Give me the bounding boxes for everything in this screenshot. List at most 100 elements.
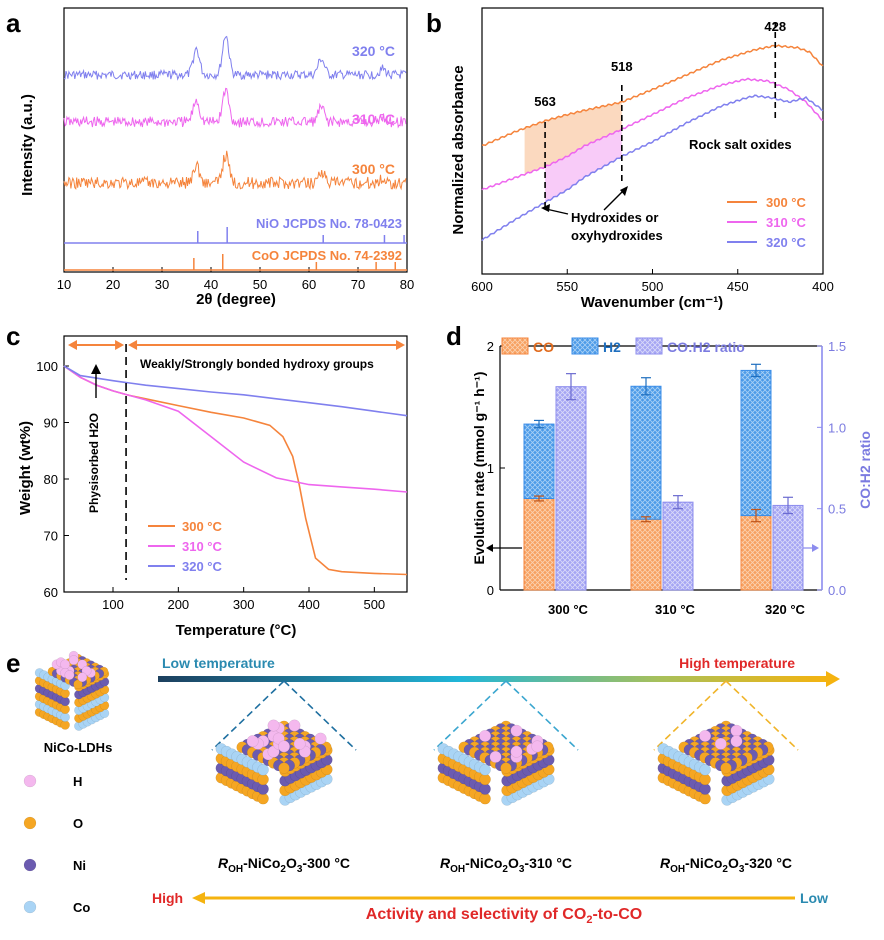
a-x-tick-label: 70 xyxy=(351,277,365,292)
d-category-label: 320 °C xyxy=(765,602,806,617)
activity-caption: Activity and selectivity of CO2-to-CO xyxy=(366,906,642,926)
a-plot-frame xyxy=(63,7,408,273)
d-legend: CO H2 CO:H2 ratio xyxy=(501,337,745,355)
b-x-axis-label: Wavenumber (cm⁻¹) xyxy=(581,294,723,311)
atom-h xyxy=(510,745,523,758)
c-y-tick-label: 80 xyxy=(44,472,58,487)
c-range-arrow-head xyxy=(115,340,125,350)
panel-letter-d: d xyxy=(446,321,462,351)
b-arrow-head xyxy=(620,186,628,196)
c-series: 300 °C 310 °C 320 °C xyxy=(63,365,408,576)
a-series-line xyxy=(63,35,407,81)
atom xyxy=(479,764,491,776)
d-y-tick-label: 2 xyxy=(487,339,494,354)
c-arrow-head xyxy=(91,364,101,374)
structure-label-3: ROH-NiCo2O3-320 °C xyxy=(660,855,792,875)
d-y-tick-label: 0 xyxy=(487,583,494,598)
a-series: 320 °C 310 °C 300 °C xyxy=(63,35,407,191)
structure-label-part: -NiCo xyxy=(465,855,502,871)
b-legend-label: 310 °C xyxy=(766,215,807,230)
c-y-axis-label: Weight (wt%) xyxy=(17,421,34,515)
b-arrow-line xyxy=(603,189,625,211)
a-series-label: 320 °C xyxy=(352,43,395,59)
structure-label-part: O xyxy=(508,855,519,871)
low-activity-label: Low xyxy=(800,890,828,906)
legend-atom-ni xyxy=(23,858,37,872)
c-y-tick-label: 90 xyxy=(44,416,58,431)
c-series-line xyxy=(63,365,408,417)
structure-label-part: OH xyxy=(228,864,243,875)
atom xyxy=(257,792,269,805)
d-bar-h2 xyxy=(630,385,662,520)
b-marker-label: 563 xyxy=(534,94,556,109)
b-x-tick-label: 600 xyxy=(471,279,493,294)
a-x-tick-label: 50 xyxy=(253,277,267,292)
atom-h xyxy=(699,729,712,742)
atom-h xyxy=(288,719,301,732)
a-x-tick-label: 20 xyxy=(106,277,120,292)
ldh-structure-image xyxy=(34,650,110,731)
atom-h xyxy=(277,740,291,753)
d-y2-tick-label: 0.5 xyxy=(828,502,846,517)
b-series-line xyxy=(481,44,824,147)
structure-label-part: -300 °C xyxy=(302,855,350,871)
atom-h xyxy=(730,735,743,748)
panel-b: b 600 550 500 450 400 563 518 428 Rock salt oxi… xyxy=(426,7,834,311)
c-legend-label: 300 °C xyxy=(182,519,223,534)
structure-label-part: 2 xyxy=(722,864,728,875)
c-x-tick-label: 400 xyxy=(298,597,320,612)
d-category-label: 300 °C xyxy=(548,602,589,617)
a-series-label: 310 °C xyxy=(352,111,395,127)
panel-a: a 10 20 30 40 50 60 70 80 320 °C 310 °C 300 °C Ni… xyxy=(6,7,414,308)
structure-label-part: -NiCo xyxy=(243,855,280,871)
d-legend-label: CO xyxy=(533,339,554,355)
low-temperature-label: Low temperature xyxy=(162,655,275,671)
b-x-tick-label: 450 xyxy=(727,279,749,294)
c-annotation-hydroxy: Weakly/Strongly bonded hydroxy groups xyxy=(140,357,374,371)
atom-h xyxy=(531,740,544,753)
a-reference-label: CoO JCPDS No. 74-2392 xyxy=(252,248,402,263)
panel-letter-e: e xyxy=(6,648,20,678)
a-x-tick-label: 30 xyxy=(155,277,169,292)
structure-label-part: -NiCo xyxy=(685,855,722,871)
c-range-arrow-head xyxy=(68,340,77,350)
d-category-label: 310 °C xyxy=(655,602,696,617)
atom-h xyxy=(77,672,88,683)
c-x-tick-label: 500 xyxy=(363,597,385,612)
panel-letter-b: b xyxy=(426,8,442,38)
a-references: NiO JCPDS No. 78-0423 CoO JCPDS No. 74-23… xyxy=(64,216,407,271)
zoom-dashed-line xyxy=(653,680,727,751)
atom xyxy=(257,764,269,776)
c-x-tick-label: 300 xyxy=(233,597,255,612)
structure-label-2: ROH-NiCo2O3-310 °C xyxy=(440,855,572,875)
structure-label-part: 3 xyxy=(739,864,745,875)
b-annotation-rock-salt: Rock salt oxides xyxy=(689,137,792,152)
oxide-structure-2 xyxy=(437,720,555,806)
d-y2-tick-label: 1.0 xyxy=(828,420,846,435)
d-y2-tick-label: 1.5 xyxy=(828,339,846,354)
d-legend-swatch xyxy=(571,337,599,355)
atom xyxy=(278,762,290,774)
activity-arrow-head xyxy=(192,892,205,904)
temperature-arrow-shaft xyxy=(158,676,828,682)
legend-label-co: Co xyxy=(73,900,90,915)
structure-label-part: -320 °C xyxy=(744,855,792,871)
b-arrow-line xyxy=(545,208,569,215)
atom-h xyxy=(293,737,306,750)
structure-label-part: 2 xyxy=(502,864,508,875)
legend-atom-h xyxy=(23,774,37,788)
a-series-line xyxy=(63,150,407,191)
c-x-tick-label: 100 xyxy=(102,597,124,612)
atom xyxy=(479,773,491,786)
d-y-axis-label: Evolution rate (mmol g⁻¹ h⁻¹) xyxy=(471,372,487,565)
c-range-arrow-head xyxy=(128,340,138,350)
b-x-tick-label: 400 xyxy=(812,279,834,294)
structure-label-part: R xyxy=(440,855,451,871)
b-shaded-region-310 xyxy=(545,129,622,203)
b-y-axis-label: Normalized absorbance xyxy=(450,65,467,234)
b-legend-label: 320 °C xyxy=(766,235,807,250)
b-arrow-head xyxy=(541,204,550,212)
d-y2-tick-label: 0.0 xyxy=(828,583,846,598)
d-bar-co xyxy=(630,518,662,591)
structure-label-1: ROH-NiCo2O3-300 °C xyxy=(218,855,350,875)
